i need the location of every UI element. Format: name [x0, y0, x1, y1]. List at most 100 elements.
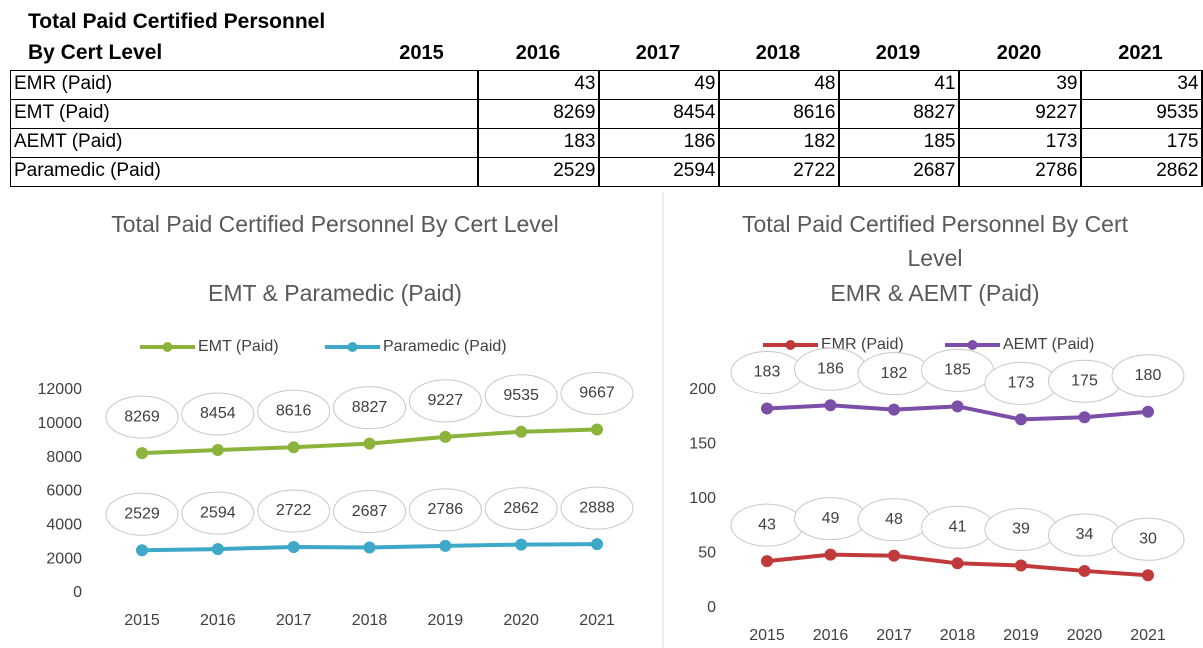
data-label-bubble [1111, 354, 1185, 398]
data-label: 2687 [352, 503, 388, 520]
data-label: 2722 [276, 502, 312, 519]
legend-label: Paramedic (Paid) [383, 338, 507, 355]
table-cell: 2529 [478, 157, 600, 187]
y-tick-label: 200 [689, 381, 716, 398]
data-point [1142, 405, 1154, 418]
legend-label: AEMT (Paid) [1003, 336, 1094, 353]
data-label: 48 [885, 511, 903, 528]
column-header: 2020 [996, 42, 1042, 64]
data-point [824, 548, 837, 561]
table-title: Total Paid Certified Personnel By Cert L… [28, 10, 326, 64]
chart-subtitle: EMT & Paramedic (Paid) [208, 280, 462, 306]
column-header: 2021 [1118, 42, 1163, 64]
column-header: 2015 [399, 42, 444, 64]
column-header: 2019 [875, 42, 921, 64]
data-label: 49 [822, 510, 840, 527]
data-label: 173 [1008, 375, 1035, 392]
data-label: 8616 [276, 402, 312, 419]
x-tick-label: 2015 [124, 612, 160, 629]
data-point [824, 399, 837, 412]
data-label: 39 [1012, 521, 1030, 538]
data-point [136, 447, 148, 460]
table-cell: 2786 [958, 157, 1082, 187]
data-label: 2786 [428, 501, 464, 518]
y-tick-label: 2000 [46, 550, 82, 567]
x-tick-label: 2021 [1130, 627, 1166, 644]
data-point [287, 540, 300, 553]
x-tick-label: 2019 [428, 612, 464, 629]
y-tick-label: 8000 [46, 449, 82, 466]
data-point [1078, 564, 1091, 577]
data-label: 30 [1139, 531, 1157, 548]
chart-title: Total Paid Certified Personnel By Cert L… [741, 211, 1129, 271]
data-label: 2888 [579, 499, 615, 516]
legend-marker [162, 342, 173, 352]
data-point [1015, 559, 1027, 572]
data-point [515, 425, 528, 438]
data-point [591, 423, 603, 436]
data-label: 2594 [200, 504, 236, 521]
column-header: 2016 [515, 42, 561, 64]
data-label: 185 [944, 362, 971, 379]
table-cell: 2687 [838, 157, 960, 187]
data-label: 43 [758, 516, 776, 533]
data-point [761, 555, 773, 568]
data-label-bubble [105, 492, 179, 536]
data-label-bubble [484, 487, 558, 531]
data-label-bubble [560, 486, 634, 530]
x-tick-label: 2016 [200, 612, 236, 629]
data-point [515, 538, 528, 551]
data-table: Total Paid Certified Personnel By Cert L… [0, 0, 1203, 190]
x-tick-label: 2018 [940, 627, 976, 644]
data-point [363, 541, 376, 554]
y-tick-label: 6000 [46, 483, 82, 500]
chart-title: Total Paid Certified Personnel By Cert L… [111, 211, 559, 237]
x-tick-label: 2019 [1003, 627, 1039, 644]
table-cell: 2722 [718, 157, 840, 187]
x-tick-label: 2020 [1067, 627, 1103, 644]
data-label-bubble [333, 386, 406, 430]
data-label-bubble [257, 389, 331, 433]
data-point [439, 430, 452, 443]
data-point [761, 402, 773, 415]
data-label-bubble [181, 491, 255, 535]
data-label-bubble [484, 374, 558, 418]
data-label: 9667 [579, 385, 615, 402]
data-point [211, 543, 224, 556]
legend-marker [967, 340, 978, 350]
x-tick-label: 2015 [749, 627, 785, 644]
data-label-bubble [181, 392, 255, 436]
y-tick-label: 0 [707, 599, 716, 616]
data-label: 186 [817, 360, 844, 377]
data-label-bubble [408, 379, 482, 423]
chart-subtitle: EMR & AEMT (Paid) [830, 280, 1040, 306]
data-label-bubble [408, 488, 482, 532]
data-label: 2862 [503, 500, 539, 517]
data-point [211, 443, 224, 456]
legend-marker [785, 340, 796, 350]
y-tick-label: 10000 [38, 415, 83, 432]
data-point [951, 557, 964, 570]
table-cell: 2888 [1201, 157, 1203, 187]
y-tick-label: 4000 [46, 517, 82, 534]
data-point [136, 544, 148, 557]
data-point [1015, 413, 1027, 426]
y-tick-label: 50 [698, 545, 716, 562]
data-label: 34 [1076, 526, 1094, 543]
data-label: 41 [949, 519, 967, 536]
data-point [439, 539, 452, 552]
data-label-bubble [560, 371, 634, 415]
legend-marker [347, 342, 358, 352]
data-label: 9535 [503, 387, 539, 404]
data-point [363, 437, 376, 450]
data-label: 9227 [428, 392, 464, 409]
data-label: 2529 [124, 505, 160, 522]
data-label: 8269 [124, 408, 160, 425]
data-label: 8827 [352, 399, 388, 416]
data-point [1078, 411, 1091, 424]
data-point [888, 403, 900, 416]
data-label-bubble [257, 489, 331, 533]
y-tick-label: 12000 [38, 381, 83, 398]
